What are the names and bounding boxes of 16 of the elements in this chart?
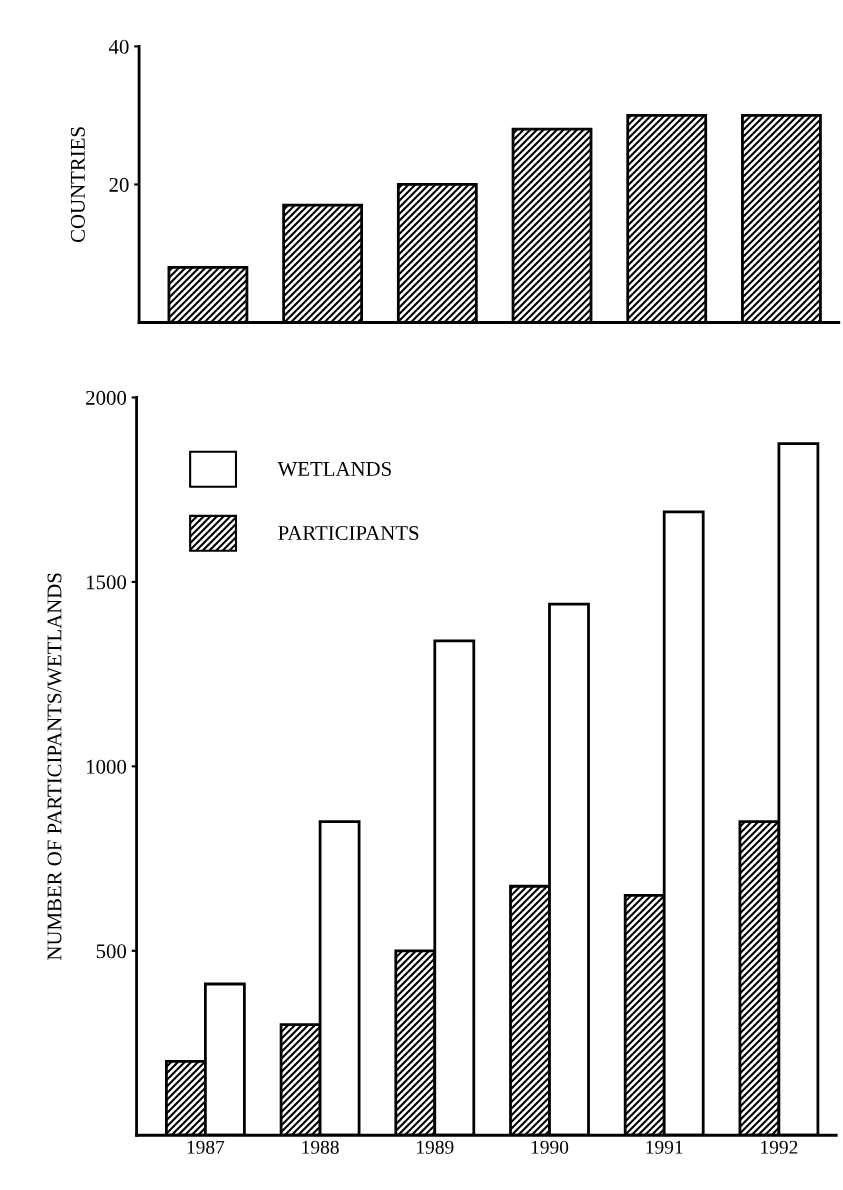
y-tick-label: 20 (109, 177, 129, 192)
y-axis-title: NUMBER OF PARTICIPANTS/WETLANDS (47, 573, 62, 960)
y-tick-label: 500 (96, 944, 127, 959)
legend-label: WETLANDS (277, 461, 391, 477)
x-tick-label: 1991 (646, 1140, 683, 1154)
x-tick-label: 1992 (761, 1140, 798, 1154)
y-tick-label: 2000 (86, 390, 127, 405)
y-tick-label: 1000 (87, 759, 127, 774)
x-tick-label: 1989 (417, 1140, 454, 1154)
y-tick-label: 40 (108, 39, 129, 54)
x-tick-label: 1988 (302, 1140, 339, 1154)
x-tick-label: 1987 (187, 1140, 225, 1154)
y-axis-title: COUNTRIES (70, 127, 85, 243)
x-tick-label: 1990 (531, 1140, 569, 1154)
legend-label: PARTICIPANTS (278, 526, 419, 541)
y-tick-label: 1500 (87, 575, 127, 590)
